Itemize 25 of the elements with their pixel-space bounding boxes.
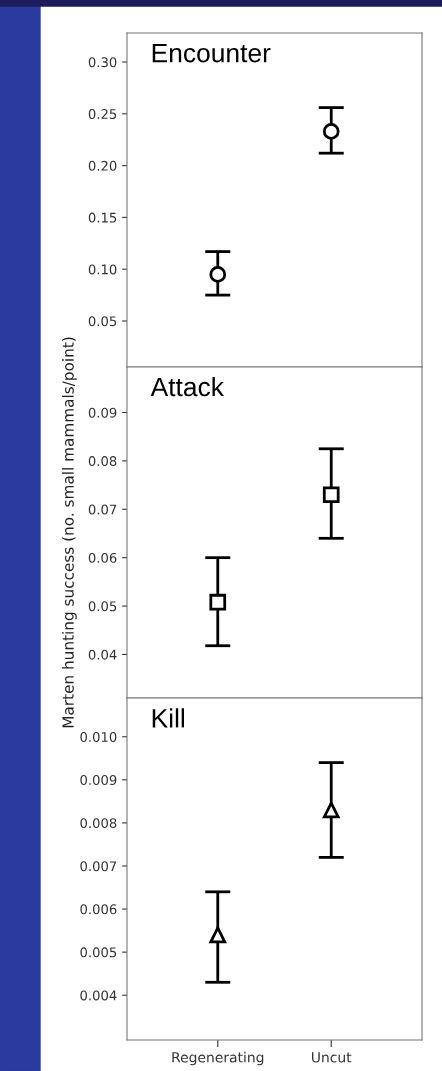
y-tick-label: 0.006: [80, 904, 117, 915]
y-tick-label: 0.08: [88, 456, 117, 467]
y-tick-label: 0.25: [88, 109, 117, 120]
x-tick-label: Regenerating: [172, 1051, 264, 1066]
y-tick-label: 0.30: [88, 57, 117, 68]
y-tick-label: 0.005: [80, 947, 117, 958]
y-axis-title: Marten hunting success (no. small mammals/point): [62, 337, 77, 728]
y-tick-label: 0.15: [88, 212, 117, 223]
y-tick-label: 0.009: [80, 775, 117, 786]
y-tick-label: 0.06: [88, 552, 117, 563]
y-tick-label: 0.20: [88, 160, 117, 171]
y-tick-label: 0.09: [88, 407, 117, 418]
chart-title: Encounter: [152, 43, 271, 63]
x-tick-label: Uncut: [312, 1052, 352, 1063]
y-tick-label: 0.07: [88, 504, 117, 515]
y-tick-label: 0.008: [80, 818, 117, 829]
y-tick-label: 0.007: [80, 861, 117, 872]
y-tick-label: 0.05: [88, 316, 117, 327]
chart-title: Kill: [152, 708, 185, 728]
y-tick-label: 0.004: [80, 990, 117, 1001]
y-tick-label: 0.04: [88, 649, 117, 660]
y-tick-label: 0.05: [88, 601, 117, 612]
chart-title: Attack: [150, 376, 224, 397]
y-tick-label: 0.10: [88, 264, 117, 275]
y-tick-label: 0.010: [80, 731, 117, 742]
